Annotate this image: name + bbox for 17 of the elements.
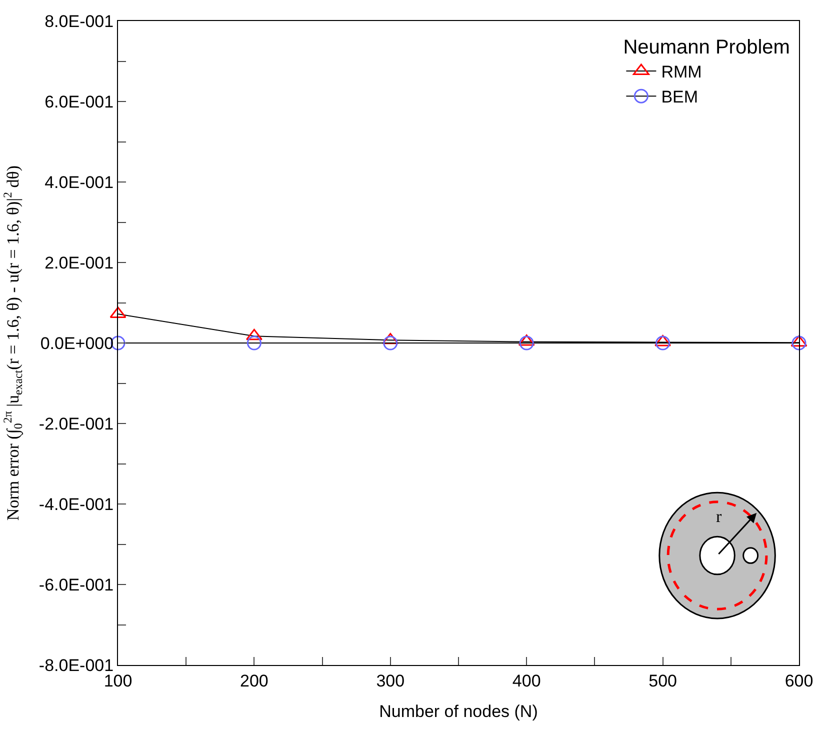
y-tick-label: 0.0E+000 — [40, 334, 114, 353]
x-tick-label: 300 — [376, 671, 405, 690]
x-tick-label: 600 — [784, 671, 814, 690]
legend-title: Neumann Problem — [623, 36, 790, 58]
x-tick-label: 200 — [240, 671, 268, 690]
y-tick-label: -6.0E-001 — [38, 575, 114, 594]
legend-label: BEM — [661, 88, 698, 107]
y-tick-label: 4.0E-001 — [44, 172, 114, 192]
y-tick-label: -2.0E-001 — [38, 414, 114, 434]
x-axis-title: Number of nodes (N) — [379, 702, 538, 721]
y-tick-label: 2.0E-001 — [44, 253, 114, 272]
x-tick-label: 400 — [512, 671, 541, 690]
y-tick-label: 6.0E-001 — [44, 92, 114, 112]
x-tick-label: 500 — [648, 671, 677, 690]
y-tick-label: -4.0E-001 — [38, 494, 114, 514]
y-tick-label: 8.0E-001 — [44, 12, 114, 31]
legend-label: RMM — [661, 62, 702, 82]
